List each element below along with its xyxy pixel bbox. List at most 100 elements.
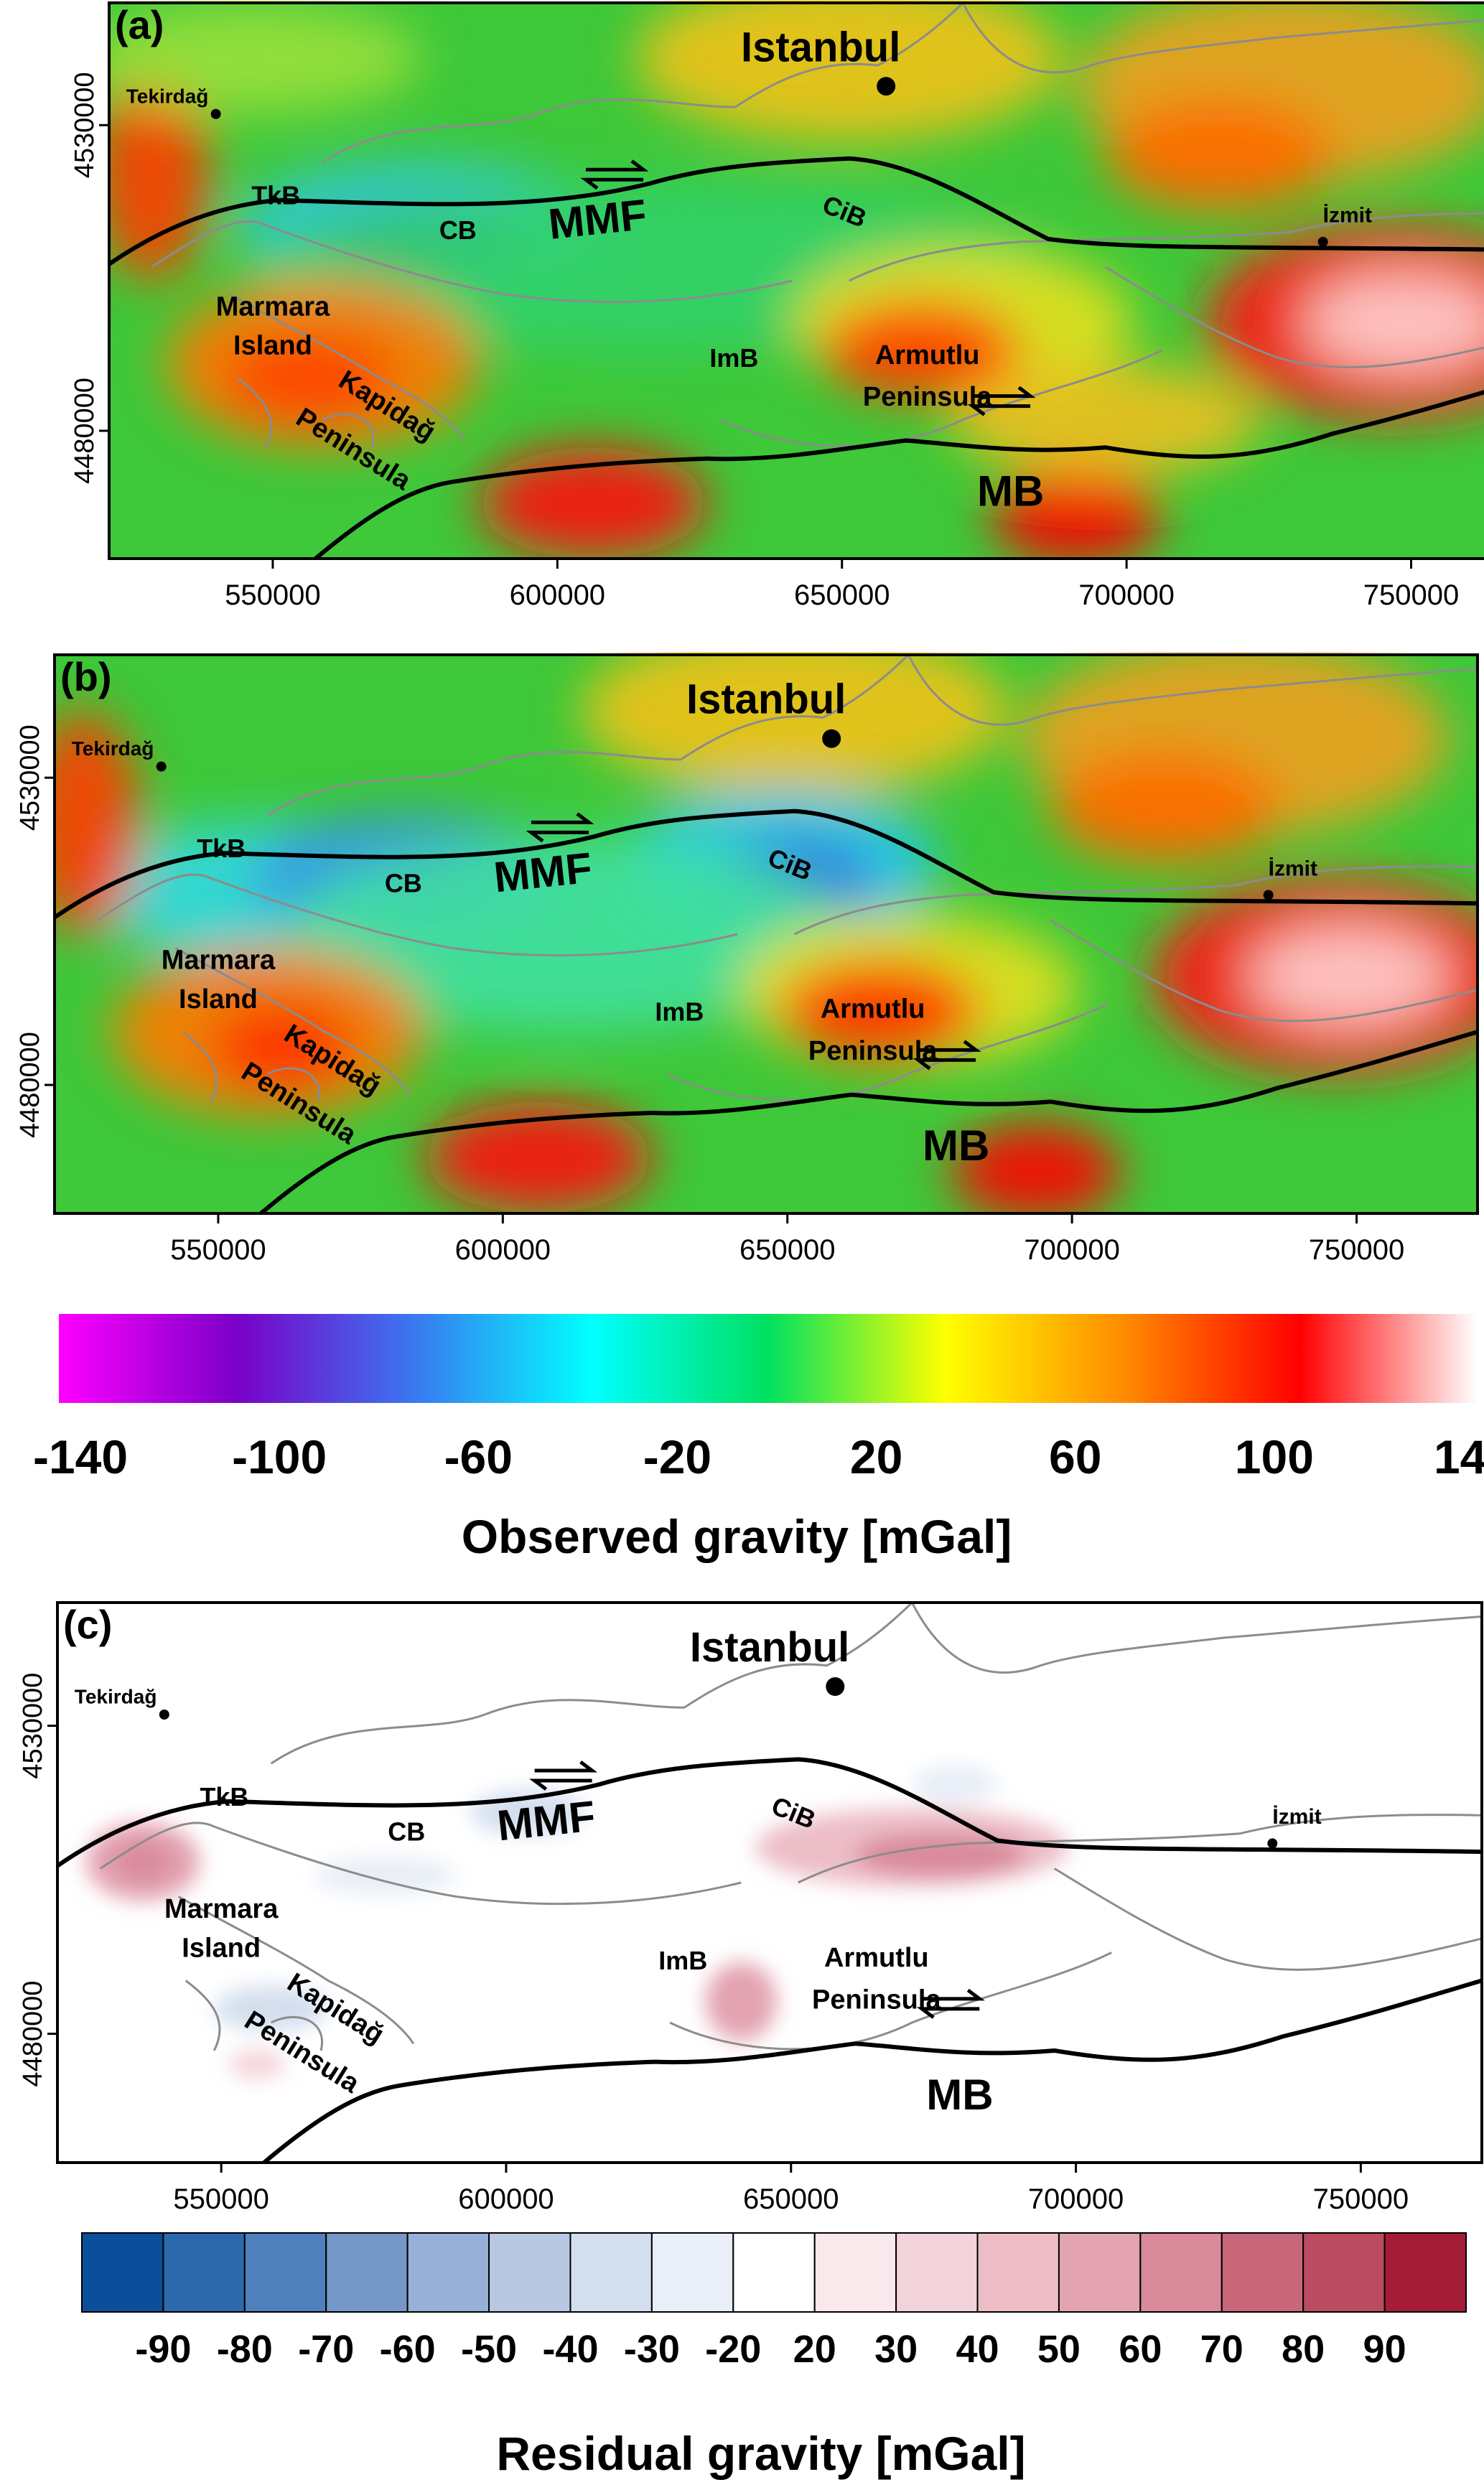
residual-colorbar-tick: -30 [624,2328,680,2371]
anomaly-patch [991,468,1162,559]
istanbul-marker [826,1677,845,1696]
panel-frame [53,653,1479,1215]
y-tick-label: 4530000 [15,724,45,831]
izmit-marker [1267,1838,1278,1849]
x-tick-label: 600000 [510,579,605,611]
tekirdag-label: Tekirdağ [126,85,209,107]
istanbul-label: Istanbul [686,676,846,723]
residual-colorbar-box [569,2232,653,2313]
fault-motion-arrows [913,1040,981,1071]
coastline-segment [961,2,1484,74]
residual-colorbar-tick: 40 [956,2328,999,2371]
x-tick-label: 550000 [170,1234,266,1266]
residual-colorbar-box [488,2232,571,2313]
residual-colorbar-tick: 30 [874,2328,918,2371]
coastline-segment [1050,919,1478,1022]
x-tick-label: 600000 [455,1234,551,1266]
arrow-east [534,1761,598,1773]
arrow-east [922,1988,985,2001]
x-tick-label: 650000 [743,2183,839,2215]
coastline-segment [185,1980,323,2051]
residual-colorbar-box [1221,2232,1305,2313]
izmit-marker [1317,236,1328,247]
coastline-segment [907,654,1478,726]
residual-colorbar-box [650,2232,734,2313]
residual-anomaly-field [85,1765,1069,2079]
arrow-west [526,830,589,843]
observed-colorbar-tick: 20 [850,1430,902,1483]
coastline-segment [236,377,375,448]
observed-gravity-colorbar: -140 -100 -60 -20 20 60 100 140 Observed gravit… [33,1314,1484,1563]
observed-colorbar-tick: 100 [1235,1430,1314,1483]
x-tick-label: 550000 [225,579,320,611]
observed-colorbar-ticks: -140 -100 -60 -20 20 60 100 140 [33,1430,1484,1483]
coastline-segment [182,1030,320,1103]
arrow-east [918,1040,981,1052]
coastline-segment [669,1952,1112,2051]
arrow-west [529,1778,592,1791]
imb-basin-label: ImB [658,1946,707,1975]
coastline [96,653,1478,1103]
marmara-island-label: Marmara [164,1894,279,1924]
anomaly-patch [1304,274,1484,371]
southern-fault-mb [262,1978,1482,2163]
y-tick-label: 4480000 [18,1981,48,2087]
x-tick-label: 750000 [1313,2183,1409,2215]
residual-colorbar-box [162,2232,246,2313]
fault-motion-arrows [916,1988,985,2019]
x-tick-label: 650000 [794,579,890,611]
x-tick-label: 600000 [458,2183,554,2215]
residual-colorbar-tick: 60 [1119,2328,1162,2371]
residual-patch [228,2051,286,2079]
x-tick-label: 550000 [173,2183,269,2215]
residual-colorbar-box [895,2232,979,2313]
x-tick-label: 750000 [1309,1234,1404,1266]
coastline-segment [1054,1868,1482,1971]
arrow-west [580,177,643,190]
coastline-segment [1104,266,1484,368]
izmit-marker [1263,890,1274,900]
residual-colorbar-box [732,2232,816,2313]
gravity-anomaly-field [109,0,1484,559]
residual-colorbar-tick: 90 [1363,2328,1406,2371]
anomaly-patch [635,0,1063,142]
y-tick-label: 4480000 [15,1032,45,1138]
y-tick-label: 4530000 [18,1673,48,1779]
map-area [55,652,1478,1213]
armutlu-peninsula-label: Armutlu [824,1943,929,1973]
coastline-segment [267,653,910,816]
anomaly-patch [821,302,1020,399]
coastline-segment [793,865,1478,936]
map-area [57,1601,1482,2163]
arrow-east [585,159,649,172]
tekirdag-marker [156,761,167,772]
armutlu-peninsula-label: Armutlu [875,340,980,370]
x-tick-label: 700000 [1078,579,1174,611]
tekirdag-marker [210,108,221,119]
residual-colorbar-box [243,2232,327,2313]
north-anatolian-fault-mmf [109,156,1484,266]
residual-colorbar-box [1058,2232,1142,2313]
residual-colorbar-ticks: -90 -80 -70 -60 -50 -40 -30 -20 20 30 40 50 60 70 80 90 [135,2328,1406,2371]
x-tick-label: 700000 [1024,1234,1119,1266]
mmf-fault-label: MMF [495,1792,597,1850]
north-anatolian-fault-mmf [55,808,1478,920]
panel-frame [108,1,1484,560]
armutlu-peninsula-label-line2: Peninsula [812,1985,941,2015]
coastline-segment [99,1822,742,1906]
observed-colorbar-tick: -100 [232,1430,327,1483]
observed-colorbar-tick: -60 [444,1430,513,1483]
fault-motion-arrows [967,386,1036,416]
residual-colorbar-tick: -80 [217,2328,273,2371]
panel-frame [56,1601,1483,2164]
tekirdag-label: Tekirdağ [72,737,154,760]
coastline-segment [229,294,466,442]
x-tick-label: 650000 [739,1234,835,1266]
residual-colorbar-tick: 20 [793,2328,836,2371]
x-tick-label: 700000 [1028,2183,1124,2215]
fault-motion-arrows [529,1761,598,1791]
residual-colorbar-tick: -90 [135,2328,191,2371]
mb-fault-label: MB [923,1122,989,1170]
